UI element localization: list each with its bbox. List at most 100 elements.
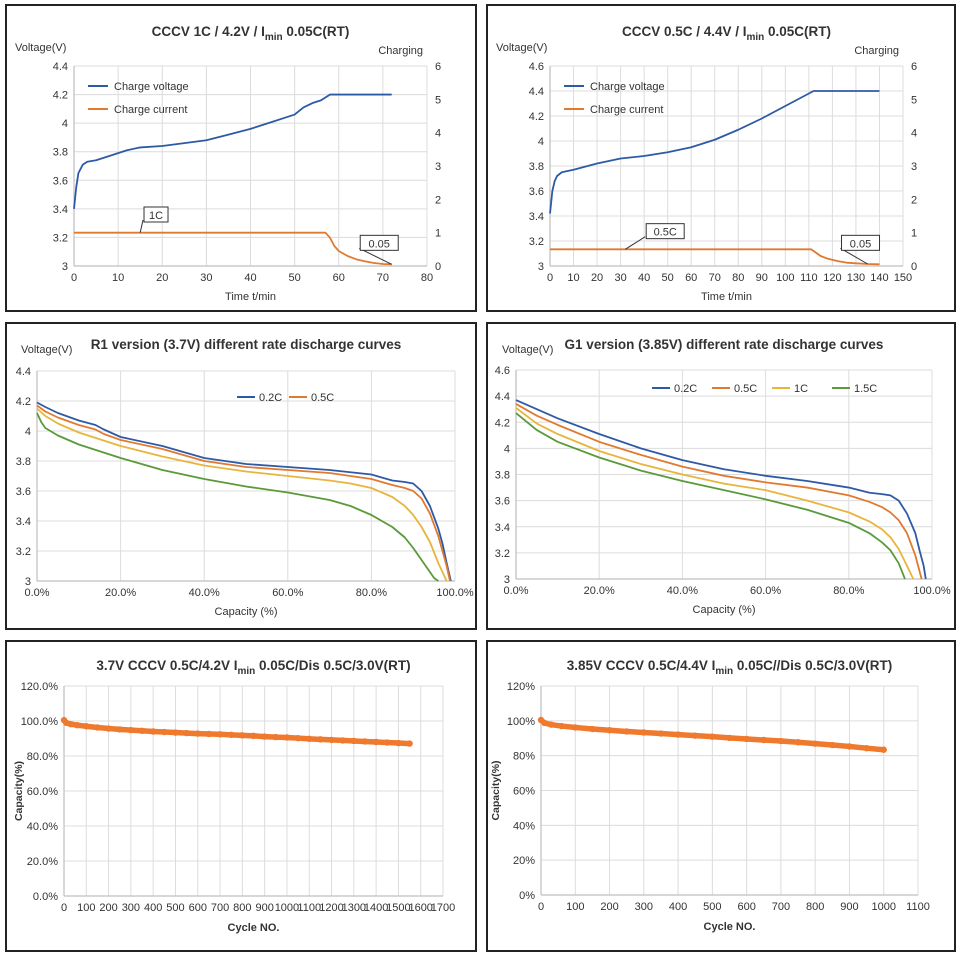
x-tick-label: 40 — [638, 272, 650, 284]
y-tick-label: 120.0% — [21, 681, 59, 693]
y-tick-label: 3.6 — [495, 496, 510, 508]
y-tick-label: 3.8 — [495, 470, 510, 482]
data-point — [205, 730, 213, 738]
y-tick-label: 3.4 — [16, 516, 31, 528]
x-tick-label: 60.0% — [750, 585, 781, 597]
data-point — [548, 721, 555, 728]
x-tick-label: 0 — [71, 272, 77, 284]
data-point — [317, 736, 324, 743]
chart-5: 3.85V CCCV 0.5C/4.4V Imin 0.05C//Dis 0.5… — [490, 658, 930, 933]
y-tick-label: 4 — [62, 118, 68, 130]
legend-label: 0.5C — [311, 392, 334, 404]
data-point — [692, 732, 699, 739]
chart-title-end: 0.05C//Dis 0.5C/3.0V(RT) — [733, 658, 892, 673]
x-tick-label: 1300 — [342, 902, 366, 914]
data-point — [541, 719, 548, 727]
x-axis-label: Cycle NO. — [228, 922, 280, 934]
y-tick-label: 3.2 — [16, 546, 31, 558]
y-tick-label: 3.4 — [495, 522, 510, 534]
series-line-charge-current — [550, 248, 880, 266]
y-tick-label: 3 — [62, 261, 68, 273]
y2-axis-label: Charging — [854, 45, 899, 57]
y-tick-label: 20% — [513, 855, 535, 867]
y2-tick-label: 0 — [911, 261, 917, 273]
y2-axis-label: Charging — [378, 45, 423, 57]
chart-0: CCCV 1C / 4.2V / Imin 0.05C(RT)0 10 20 30 40… — [15, 24, 441, 303]
legend-label: 0.2C — [259, 392, 282, 404]
y2-tick-label: 1 — [435, 228, 441, 240]
chart-title: CCCV 0.5C / 4.4V / Imin 0.05C(RT) — [622, 24, 831, 43]
x-tick-label: 80 — [421, 272, 433, 284]
x-tick-label: 1400 — [364, 902, 388, 914]
x-tick-label: 0 — [61, 902, 67, 914]
x-tick-label: 150 — [894, 272, 912, 284]
data-point — [94, 724, 101, 731]
annotation-label: 1C — [149, 210, 163, 222]
y-axis-label: Voltage(V) — [21, 344, 72, 356]
data-point — [350, 737, 358, 745]
x-tick-label: 100.0% — [436, 587, 474, 599]
x-tick-label: 1500 — [386, 902, 410, 914]
x-tick-label: 1100 — [297, 902, 321, 914]
annotation-box — [645, 223, 685, 240]
chart-4: 3.7V CCCV 0.5C/4.2V Imin 0.05C/Dis 0.5C/… — [13, 658, 455, 934]
y2-tick-label: 5 — [435, 94, 441, 106]
x-axis-label: Cycle NO. — [704, 921, 756, 933]
annotation-box — [143, 206, 169, 223]
x-tick-label: 700 — [211, 902, 229, 914]
x-tick-label: 50 — [662, 272, 674, 284]
x-tick-label: 500 — [166, 902, 184, 914]
x-tick-label: 40 — [244, 272, 256, 284]
x-tick-label: 80.0% — [833, 585, 864, 597]
data-point — [372, 738, 380, 746]
x-tick-label: 1000 — [275, 902, 299, 914]
chart-title: R1 version (3.7V) different rate dischar… — [91, 337, 402, 352]
data-point — [306, 735, 313, 743]
y-tick-label: 3.2 — [53, 232, 68, 244]
legend-label: Charge voltage — [114, 81, 189, 93]
chart-title-main: G1 version (3.85V) different rate discha… — [565, 337, 884, 352]
y-tick-label: 3.8 — [53, 147, 68, 159]
x-tick-label: 600 — [189, 902, 207, 914]
data-point — [283, 734, 291, 741]
y-tick-label: 3.2 — [529, 236, 544, 248]
x-tick-label: 800 — [233, 902, 251, 914]
y-tick-label: 120% — [507, 681, 535, 693]
gridlines — [63, 685, 444, 897]
series-capacity-points — [537, 716, 887, 753]
y-tick-label: 80% — [513, 751, 535, 763]
x-tick-label: 0.0% — [24, 587, 49, 599]
x-tick-label: 200 — [99, 902, 117, 914]
data-point — [183, 729, 190, 737]
data-point — [328, 736, 335, 744]
data-point — [760, 736, 767, 744]
x-tick-label: 140 — [870, 272, 888, 284]
x-axis-label: Capacity (%) — [693, 604, 756, 616]
data-point — [726, 734, 733, 742]
chart-title-main: R1 version (3.7V) different rate dischar… — [91, 337, 402, 352]
data-point — [395, 739, 402, 747]
discharge-rate-panel-r1: R1 version (3.7V) different rate dischar… — [5, 322, 477, 630]
series-capacity-band — [61, 717, 413, 747]
data-point — [138, 727, 146, 734]
y-tick-label: 3.8 — [16, 456, 31, 468]
y-tick-label: 4 — [538, 136, 544, 148]
chart-title-main: 3.7V CCCV 0.5C/4.2V I — [96, 658, 237, 673]
data-point — [829, 741, 836, 749]
y-axis-label: Capacity(%) — [490, 760, 502, 820]
data-point — [589, 725, 596, 733]
y-tick-label: 3.4 — [53, 204, 68, 216]
y-tick-label: 100.0% — [21, 716, 59, 728]
data-point — [149, 728, 157, 735]
x-tick-label: 20.0% — [105, 587, 136, 599]
y2-tick-label: 4 — [435, 128, 441, 140]
y-tick-label: 80.0% — [27, 751, 58, 763]
charge-curve-panel-4v2: CCCV 1C / 4.2V / Imin 0.05C(RT) 0 10 20 30 40… — [5, 4, 477, 312]
data-point — [105, 725, 112, 732]
x-tick-label: 0 — [538, 901, 544, 913]
chart-title-end: 0.05C(RT) — [283, 24, 350, 39]
y2-tick-label: 5 — [911, 94, 917, 106]
annotation-leader — [840, 247, 868, 265]
data-point — [216, 731, 224, 738]
x-tick-label: 30 — [614, 272, 626, 284]
